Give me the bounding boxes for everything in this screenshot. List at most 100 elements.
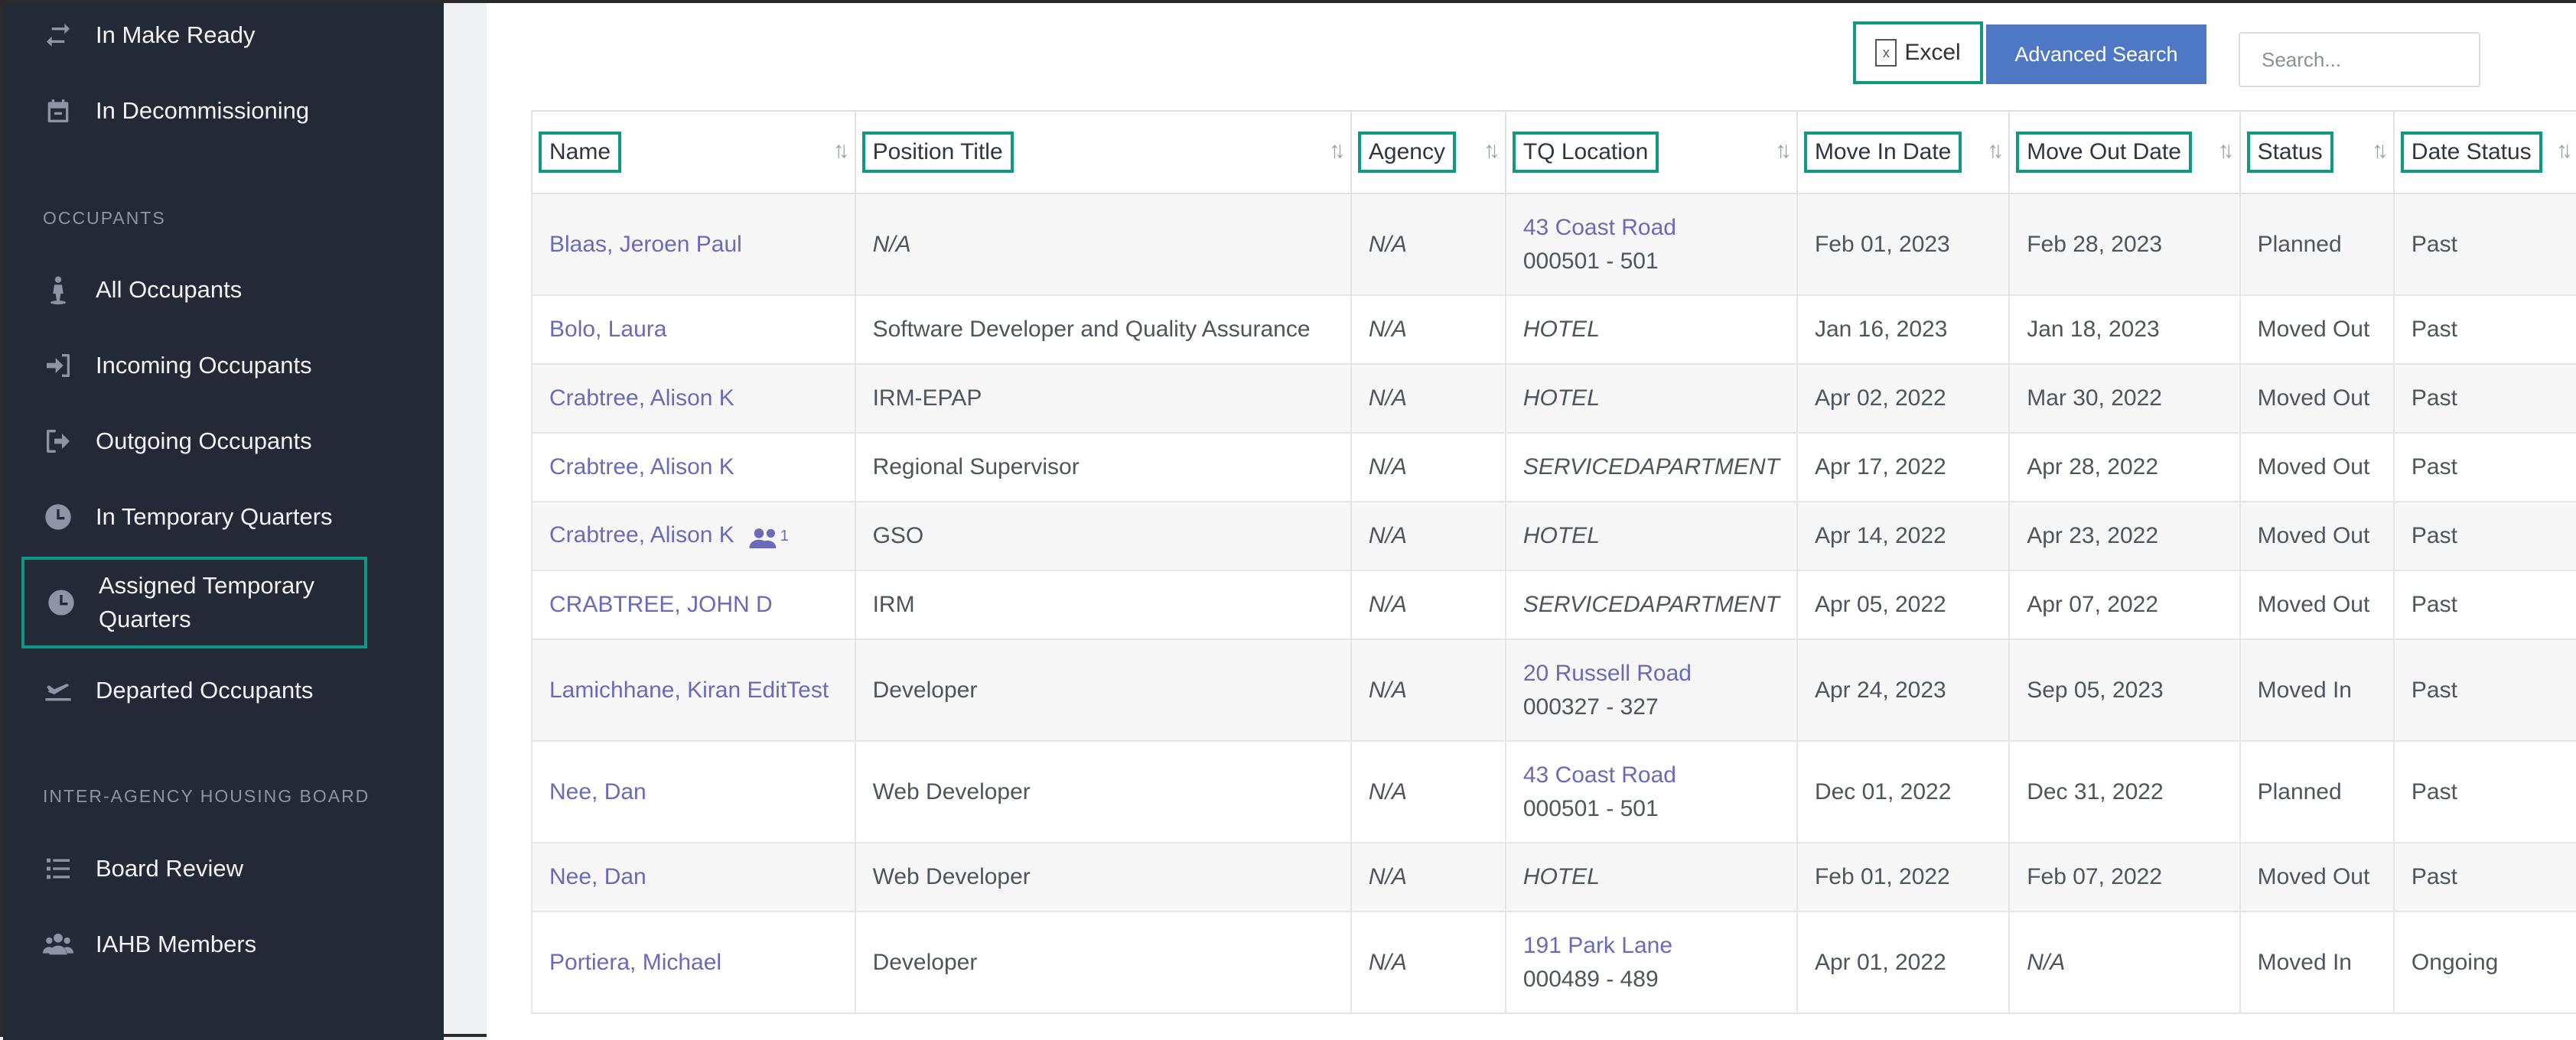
move-out-date: Jan 18, 2023 <box>2027 317 2160 342</box>
group-users-icon[interactable] <box>748 520 780 554</box>
move-out-date: Apr 28, 2022 <box>2027 454 2158 479</box>
sort-icon[interactable]: ↑↓ <box>1774 138 1792 163</box>
users-icon <box>40 926 77 963</box>
calendar-icon <box>40 93 77 129</box>
sidebar-item-board-review[interactable]: Board Review <box>40 846 422 892</box>
occupant-name-link[interactable]: Nee, Dan <box>549 778 646 804</box>
sidebar-item-assigned-temporary-quarters[interactable]: Assigned Temporary Quarters <box>21 557 367 648</box>
agency: N/A <box>1368 592 1407 617</box>
date-status: Past <box>2411 592 2457 617</box>
sidebar-item-in-decommissioning[interactable]: In Decommissioning <box>40 88 422 134</box>
agency: N/A <box>1368 231 1407 257</box>
occupant-name-link[interactable]: Nee, Dan <box>549 864 646 889</box>
tq-location-link[interactable]: 43 Coast Road <box>1522 214 1676 240</box>
agency: N/A <box>1368 317 1407 342</box>
sidebar-item-departed-occupants[interactable]: Departed Occupants <box>40 668 422 713</box>
sort-icon[interactable]: ↑↓ <box>1483 138 1500 163</box>
sidebar: In Make Ready In Decommissioning OCCUPAN… <box>3 3 444 1040</box>
agency: N/A <box>1368 677 1407 703</box>
clock-icon <box>40 499 77 535</box>
excel-export-button[interactable]: x Excel <box>1853 21 1983 84</box>
table-row: CRABTREE, JOHN D IRM N/A SERVICEDAPARTME… <box>531 570 2576 640</box>
occupant-name-link[interactable]: Blaas, Jeroen Paul <box>549 231 742 257</box>
column-header-status[interactable]: Status ↑↓ <box>2239 110 2395 194</box>
position-title: Software Developer and Quality Assurance <box>872 317 1311 342</box>
date-status: Past <box>2411 231 2457 257</box>
table-row: Nee, Dan Web Developer N/A 43 Coast Road… <box>531 740 2576 843</box>
agency: N/A <box>1368 778 1407 804</box>
sort-icon[interactable]: ↑↓ <box>2556 138 2573 163</box>
column-header-position-title[interactable]: Position Title ↑↓ <box>854 110 1352 194</box>
sort-icon[interactable]: ↑↓ <box>2217 138 2235 163</box>
sidebar-item-outgoing-occupants[interactable]: Outgoing Occupants <box>40 418 422 464</box>
agency: N/A <box>1368 385 1407 411</box>
move-in-date: Apr 17, 2022 <box>1814 454 1946 479</box>
column-header-move-in-date[interactable]: Move In Date ↑↓ <box>1796 110 2011 194</box>
occupant-name-link[interactable]: Portiera, Michael <box>549 949 722 975</box>
position-title: Regional Supervisor <box>872 454 1080 479</box>
sidebar-item-in-make-ready[interactable]: In Make Ready <box>40 12 422 58</box>
tq-location: HOTEL <box>1522 864 1600 889</box>
position-title: IRM <box>872 592 915 617</box>
column-header-agency[interactable]: Agency ↑↓ <box>1350 110 1506 194</box>
group-count: 1 <box>780 528 789 545</box>
occupants-table: Name ↑↓ Position Title ↑↓ Agency ↑↓ TQ Loca… <box>531 110 2576 1014</box>
sidebar-item-all-occupants[interactable]: All Occupants <box>40 267 422 313</box>
sidebar-item-label: In Decommissioning <box>96 97 310 124</box>
position-title: Developer <box>872 949 978 975</box>
position-title: Web Developer <box>872 864 1031 889</box>
table-row: Lamichhane, Kiran EditTest Developer N/A… <box>531 639 2576 742</box>
move-out-date: Sep 05, 2023 <box>2027 677 2164 703</box>
section-title-occupants: OCCUPANTS <box>43 208 166 228</box>
sidebar-item-label: Assigned Temporary Quarters <box>99 572 315 632</box>
column-header-name[interactable]: Name ↑↓ <box>531 110 856 194</box>
occupant-name-link[interactable]: Bolo, Laura <box>549 317 667 342</box>
sidebar-item-iahb-members[interactable]: IAHB Members <box>40 921 422 967</box>
sidebar-item-label: In Temporary Quarters <box>96 503 333 530</box>
search-input[interactable] <box>2239 32 2480 87</box>
move-out-date: Apr 23, 2022 <box>2027 523 2158 548</box>
date-status: Past <box>2411 778 2457 804</box>
tq-location-link[interactable]: 20 Russell Road <box>1522 660 1692 686</box>
occupant-name-link[interactable]: Lamichhane, Kiran EditTest <box>549 677 829 703</box>
main-content: x Excel Advanced Search Name ↑↓ Position … <box>487 3 2576 1040</box>
sort-icon[interactable]: ↑↓ <box>1328 138 1346 163</box>
tq-location-link[interactable]: 191 Park Lane <box>1522 932 1673 958</box>
sidebar-item-label: Incoming Occupants <box>96 352 312 379</box>
occupant-name-link[interactable]: Crabtree, Alison K <box>549 385 734 411</box>
occupant-name-link[interactable]: Crabtree, Alison K <box>549 454 734 479</box>
table-row: Bolo, Laura Software Developer and Quali… <box>531 294 2576 365</box>
agency: N/A <box>1368 454 1407 479</box>
occupant-name-link[interactable]: CRABTREE, JOHN D <box>549 592 773 617</box>
clock-icon <box>43 584 80 621</box>
position-title: Web Developer <box>872 778 1031 804</box>
move-out-date: Feb 07, 2022 <box>2027 864 2163 889</box>
sidebar-item-label: IAHB Members <box>96 931 257 957</box>
advanced-search-button[interactable]: Advanced Search <box>1986 24 2206 84</box>
sidebar-item-label: Outgoing Occupants <box>96 427 312 454</box>
occupant-name-link[interactable]: Crabtree, Alison K <box>549 522 734 548</box>
agency: N/A <box>1368 523 1407 548</box>
sort-icon[interactable]: ↑↓ <box>832 138 850 163</box>
column-header-tq-location[interactable]: TQ Location ↑↓ <box>1504 110 1798 194</box>
sort-icon[interactable]: ↑↓ <box>2371 138 2389 163</box>
move-in-date: Apr 01, 2022 <box>1814 949 1946 975</box>
tq-location: SERVICEDAPARTMENT <box>1522 454 1780 479</box>
date-status: Ongoing <box>2411 949 2499 975</box>
sort-icon[interactable]: ↑↓ <box>1987 138 2004 163</box>
table-header-row: Name ↑↓ Position Title ↑↓ Agency ↑↓ TQ Loca… <box>531 110 2576 194</box>
date-status: Past <box>2411 454 2457 479</box>
sidebar-item-incoming-occupants[interactable]: Incoming Occupants <box>40 343 422 388</box>
date-status: Past <box>2411 385 2457 411</box>
sidebar-item-in-temporary-quarters[interactable]: In Temporary Quarters <box>40 494 422 540</box>
column-header-label: Date Status <box>2400 132 2542 173</box>
move-in-date: Apr 14, 2022 <box>1814 523 1946 548</box>
move-out-date: Dec 31, 2022 <box>2027 778 2164 804</box>
column-header-move-out-date[interactable]: Move Out Date ↑↓ <box>2008 110 2241 194</box>
column-header-label: Position Title <box>861 132 1014 173</box>
move-in-date: Feb 01, 2022 <box>1814 864 1950 889</box>
column-header-label: Name <box>539 132 622 173</box>
status: Moved Out <box>2257 592 2370 617</box>
column-header-date-status[interactable]: Date Status ↑↓ <box>2392 110 2576 194</box>
tq-location-link[interactable]: 43 Coast Road <box>1522 762 1676 788</box>
